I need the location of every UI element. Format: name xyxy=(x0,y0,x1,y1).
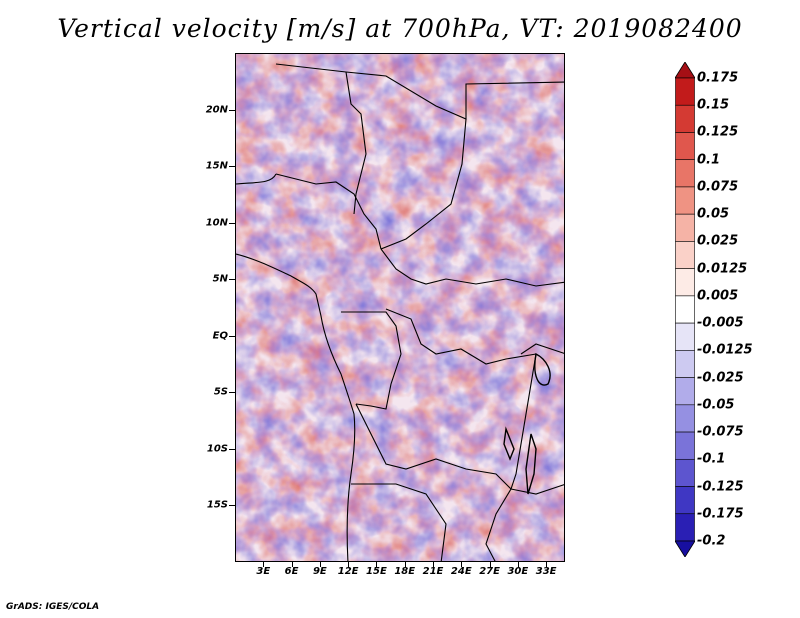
colorbar-segment xyxy=(675,486,695,515)
colorbar-segment xyxy=(675,350,695,378)
colorbar-tick-label: -0.005 xyxy=(697,315,744,331)
latitude-tick xyxy=(229,166,235,168)
colorbar-tick-label: -0.2 xyxy=(697,533,726,549)
colorbar-tick-label: 0.005 xyxy=(697,288,739,304)
coastlines-and-borders xyxy=(236,63,564,561)
colorbar-tick-label: -0.175 xyxy=(697,506,744,522)
latitude-tick-label: 5S xyxy=(213,386,228,398)
colorbar-segment xyxy=(675,268,695,297)
colorbar-segment xyxy=(675,513,695,542)
colorbar-segment xyxy=(675,104,695,133)
latitude-tick-label: 10S xyxy=(206,443,228,455)
colorbar-tick-label: 0.0125 xyxy=(697,261,748,277)
vertical-velocity-field xyxy=(236,54,564,561)
colorbar-tick-label: 0.075 xyxy=(697,179,739,195)
latitude-tick xyxy=(229,392,235,394)
longitude-tick-label: 18E xyxy=(394,566,416,577)
longitude-tick xyxy=(546,562,548,567)
colorbar-segment xyxy=(675,295,695,324)
lakes xyxy=(503,352,551,495)
colorbar xyxy=(675,62,695,557)
latitude-tick xyxy=(229,505,235,507)
noise-field xyxy=(236,54,564,561)
latitude-tick xyxy=(229,335,235,337)
colorbar-tick-label: 0.1 xyxy=(697,152,721,168)
colorbar-segment xyxy=(675,377,695,406)
longitude-tick xyxy=(319,562,321,567)
colorbar-tick-label: -0.025 xyxy=(697,370,744,386)
longitude-tick-label: 30E xyxy=(507,566,529,577)
colorbar-tick-label: -0.05 xyxy=(697,397,735,413)
colorbar-segment xyxy=(675,132,695,161)
grads-credit: GrADS: IGES/COLA xyxy=(6,602,100,612)
colorbar-segment xyxy=(675,322,695,351)
colorbar-tick-label: 0.125 xyxy=(697,124,739,140)
longitude-tick-label: 33E xyxy=(535,566,557,577)
latitude-tick-label: 15S xyxy=(206,499,228,511)
colorbar-tick-label: 0.175 xyxy=(697,70,739,86)
latitude-tick xyxy=(229,279,235,281)
longitude-tick xyxy=(461,562,463,567)
colorbar-tick-label: -0.0125 xyxy=(697,342,753,358)
colorbar-top-arrow xyxy=(675,62,695,79)
colorbar-segment xyxy=(675,186,695,215)
colorbar-segment xyxy=(675,159,695,188)
latitude-tick-label: 15N xyxy=(205,160,228,172)
latitude-tick xyxy=(229,222,235,224)
colorbar-tick-label: -0.1 xyxy=(697,451,726,467)
colorbar-segment xyxy=(675,404,695,433)
colorbar-tick-label: -0.075 xyxy=(697,424,744,440)
colorbar-segment xyxy=(675,431,695,460)
longitude-tick xyxy=(263,562,265,567)
longitude-tick xyxy=(376,562,378,567)
colorbar-tick-label: 0.025 xyxy=(697,233,739,249)
longitude-tick xyxy=(433,562,434,567)
colorbar-bottom-arrow xyxy=(675,540,695,557)
longitude-tick-label: 15E xyxy=(366,566,387,577)
longitude-tick xyxy=(291,562,293,567)
longitude-tick-label: 3E xyxy=(256,566,271,577)
longitude-tick-label: 9E xyxy=(312,566,327,577)
colorbar-segment xyxy=(675,241,695,269)
colorbar-segment xyxy=(675,77,695,106)
longitude-tick xyxy=(489,562,491,567)
longitude-tick-label: 24E xyxy=(450,566,472,577)
latitude-tick-label: 10N xyxy=(205,217,228,229)
latitude-tick-label: 20N xyxy=(205,104,228,116)
longitude-tick xyxy=(404,562,406,567)
colorbar-segment xyxy=(675,458,695,487)
map-title: Vertical velocity [m/s] at 700hPa, VT: 2… xyxy=(57,14,743,43)
colorbar-tick-label: 0.05 xyxy=(697,206,730,222)
latitude-tick-label: 5N xyxy=(212,273,228,285)
longitude-tick-label: 21E xyxy=(422,566,444,577)
colorbar-tick-label: 0.15 xyxy=(697,97,730,113)
colorbar-tick-label: -0.125 xyxy=(697,479,744,495)
longitude-tick-label: 27E xyxy=(479,566,500,577)
longitude-tick xyxy=(348,562,350,567)
longitude-tick xyxy=(517,562,519,567)
latitude-tick-label: EQ xyxy=(212,330,228,342)
colorbar-segment xyxy=(675,213,695,242)
longitude-tick-label: 6E xyxy=(284,566,299,577)
latitude-tick xyxy=(229,448,235,450)
longitude-tick-label: 12E xyxy=(337,566,359,577)
map-panel[interactable] xyxy=(235,53,565,562)
latitude-tick xyxy=(229,109,235,111)
